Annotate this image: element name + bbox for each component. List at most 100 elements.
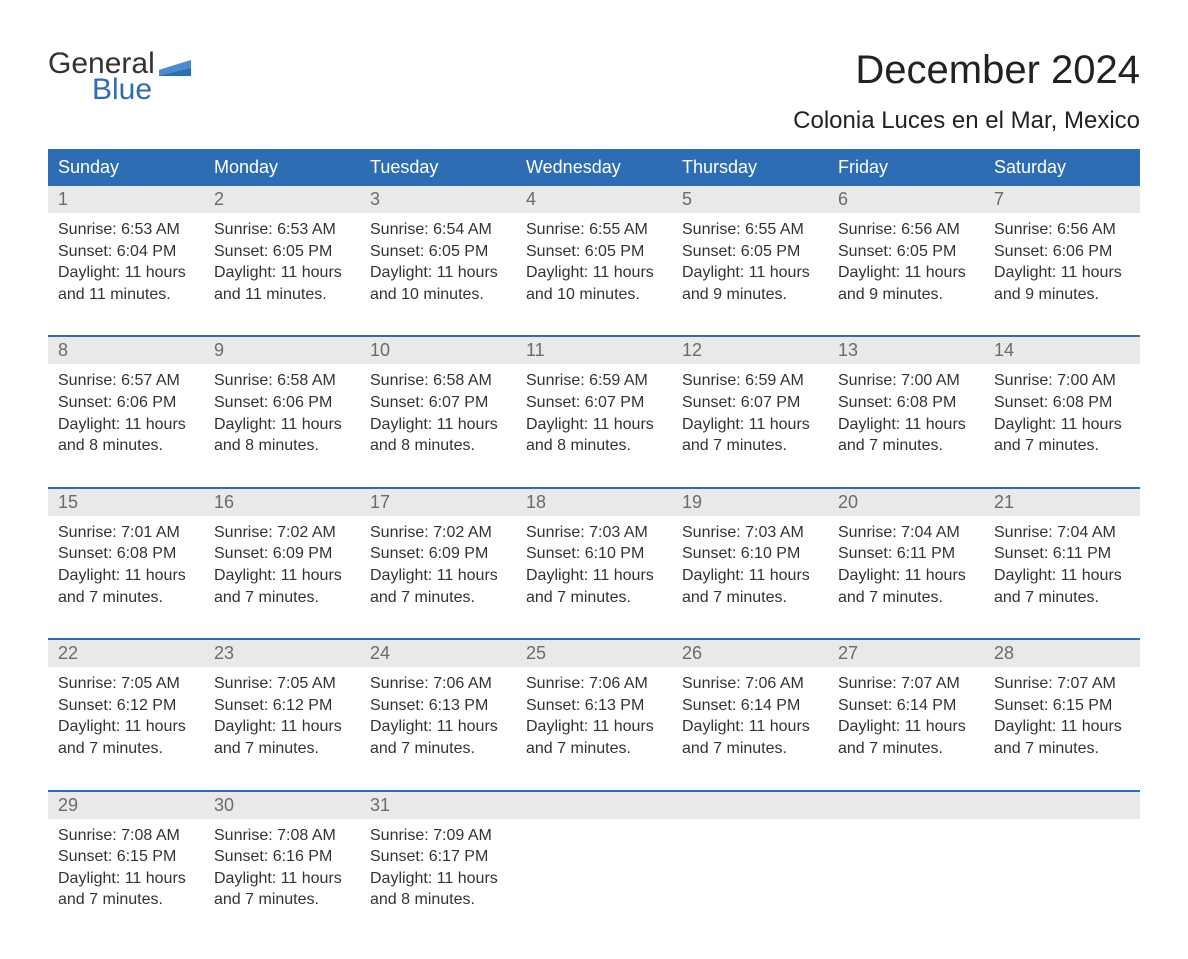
sunset-text: Sunset: 6:08 PM — [994, 392, 1130, 414]
sunset-text: Sunset: 6:09 PM — [214, 543, 350, 565]
sunset-text: Sunset: 6:09 PM — [370, 543, 506, 565]
daylight-text: and 7 minutes. — [682, 587, 818, 609]
day-cell: Sunrise: 6:56 AMSunset: 6:06 PMDaylight:… — [984, 213, 1140, 323]
day-number: 28 — [984, 640, 1140, 667]
day-cell: Sunrise: 7:04 AMSunset: 6:11 PMDaylight:… — [984, 516, 1140, 626]
daybody-row: Sunrise: 7:08 AMSunset: 6:15 PMDaylight:… — [48, 819, 1140, 929]
title-block: December 2024 Colonia Luces en el Mar, M… — [793, 48, 1140, 135]
sunrise-text: Sunrise: 6:58 AM — [214, 370, 350, 392]
sunset-text: Sunset: 6:12 PM — [58, 695, 194, 717]
daylight-text: and 7 minutes. — [58, 738, 194, 760]
day-number: 13 — [828, 337, 984, 364]
day-cell: Sunrise: 7:00 AMSunset: 6:08 PMDaylight:… — [984, 364, 1140, 474]
sunset-text: Sunset: 6:07 PM — [526, 392, 662, 414]
daylight-text: and 9 minutes. — [838, 284, 974, 306]
sunset-text: Sunset: 6:08 PM — [838, 392, 974, 414]
sunset-text: Sunset: 6:04 PM — [58, 241, 194, 263]
daylight-text: and 7 minutes. — [838, 435, 974, 457]
day-number: 8 — [48, 337, 204, 364]
day-cell: Sunrise: 7:03 AMSunset: 6:10 PMDaylight:… — [516, 516, 672, 626]
daylight-text: and 7 minutes. — [682, 435, 818, 457]
sunset-text: Sunset: 6:07 PM — [682, 392, 818, 414]
weekday-header: SundayMondayTuesdayWednesdayThursdayFrid… — [48, 149, 1140, 186]
sunset-text: Sunset: 6:08 PM — [58, 543, 194, 565]
sunset-text: Sunset: 6:06 PM — [58, 392, 194, 414]
daylight-text: Daylight: 11 hours — [994, 565, 1130, 587]
daylight-text: Daylight: 11 hours — [214, 565, 350, 587]
day-cell: Sunrise: 7:05 AMSunset: 6:12 PMDaylight:… — [48, 667, 204, 777]
day-cell: Sunrise: 6:58 AMSunset: 6:07 PMDaylight:… — [360, 364, 516, 474]
daylight-text: and 9 minutes. — [994, 284, 1130, 306]
sunrise-text: Sunrise: 7:06 AM — [682, 673, 818, 695]
day-cell: Sunrise: 7:07 AMSunset: 6:15 PMDaylight:… — [984, 667, 1140, 777]
daylight-text: Daylight: 11 hours — [994, 716, 1130, 738]
sunset-text: Sunset: 6:11 PM — [994, 543, 1130, 565]
daylight-text: Daylight: 11 hours — [994, 262, 1130, 284]
sunrise-text: Sunrise: 6:57 AM — [58, 370, 194, 392]
location-title: Colonia Luces en el Mar, Mexico — [793, 107, 1140, 135]
daylight-text: Daylight: 11 hours — [370, 716, 506, 738]
day-cell: Sunrise: 6:53 AMSunset: 6:04 PMDaylight:… — [48, 213, 204, 323]
page-header: General Blue December 2024 Colonia Luces… — [48, 48, 1140, 135]
daybody-row: Sunrise: 7:05 AMSunset: 6:12 PMDaylight:… — [48, 667, 1140, 777]
daylight-text: Daylight: 11 hours — [526, 565, 662, 587]
sunrise-text: Sunrise: 7:08 AM — [214, 825, 350, 847]
sunrise-text: Sunrise: 7:07 AM — [994, 673, 1130, 695]
sunrise-text: Sunrise: 7:03 AM — [682, 522, 818, 544]
daylight-text: Daylight: 11 hours — [838, 414, 974, 436]
daylight-text: Daylight: 11 hours — [838, 716, 974, 738]
sunset-text: Sunset: 6:17 PM — [370, 846, 506, 868]
weekday-header-cell: Wednesday — [516, 149, 672, 186]
daylight-text: and 10 minutes. — [526, 284, 662, 306]
day-number: 14 — [984, 337, 1140, 364]
sunrise-text: Sunrise: 7:06 AM — [526, 673, 662, 695]
daylight-text: and 7 minutes. — [994, 587, 1130, 609]
daylight-text: Daylight: 11 hours — [58, 262, 194, 284]
daylight-text: and 7 minutes. — [838, 738, 974, 760]
daylight-text: and 7 minutes. — [370, 587, 506, 609]
weekday-header-cell: Monday — [204, 149, 360, 186]
day-cell: Sunrise: 6:57 AMSunset: 6:06 PMDaylight:… — [48, 364, 204, 474]
daylight-text: Daylight: 11 hours — [58, 716, 194, 738]
daybody-row: Sunrise: 7:01 AMSunset: 6:08 PMDaylight:… — [48, 516, 1140, 626]
day-number — [516, 792, 672, 819]
day-cell: Sunrise: 6:53 AMSunset: 6:05 PMDaylight:… — [204, 213, 360, 323]
day-cell: Sunrise: 7:06 AMSunset: 6:14 PMDaylight:… — [672, 667, 828, 777]
sunset-text: Sunset: 6:10 PM — [526, 543, 662, 565]
weekday-header-cell: Sunday — [48, 149, 204, 186]
daylight-text: and 8 minutes. — [370, 889, 506, 911]
day-number: 25 — [516, 640, 672, 667]
day-number: 19 — [672, 489, 828, 516]
sunrise-text: Sunrise: 7:05 AM — [214, 673, 350, 695]
daynum-row: 293031 — [48, 792, 1140, 819]
daybody-row: Sunrise: 6:57 AMSunset: 6:06 PMDaylight:… — [48, 364, 1140, 474]
daylight-text: Daylight: 11 hours — [682, 414, 818, 436]
sunset-text: Sunset: 6:16 PM — [214, 846, 350, 868]
day-cell: Sunrise: 6:58 AMSunset: 6:06 PMDaylight:… — [204, 364, 360, 474]
day-cell: Sunrise: 6:59 AMSunset: 6:07 PMDaylight:… — [516, 364, 672, 474]
daylight-text: Daylight: 11 hours — [214, 868, 350, 890]
day-number: 16 — [204, 489, 360, 516]
daylight-text: and 7 minutes. — [682, 738, 818, 760]
sunset-text: Sunset: 6:05 PM — [838, 241, 974, 263]
day-number: 27 — [828, 640, 984, 667]
day-number — [672, 792, 828, 819]
day-cell: Sunrise: 7:07 AMSunset: 6:14 PMDaylight:… — [828, 667, 984, 777]
daylight-text: Daylight: 11 hours — [682, 262, 818, 284]
sunset-text: Sunset: 6:06 PM — [214, 392, 350, 414]
day-cell: Sunrise: 6:56 AMSunset: 6:05 PMDaylight:… — [828, 213, 984, 323]
sunrise-text: Sunrise: 6:59 AM — [682, 370, 818, 392]
day-number: 26 — [672, 640, 828, 667]
sunrise-text: Sunrise: 6:56 AM — [838, 219, 974, 241]
sunrise-text: Sunrise: 6:58 AM — [370, 370, 506, 392]
page-title: December 2024 — [793, 48, 1140, 93]
day-number: 29 — [48, 792, 204, 819]
sunset-text: Sunset: 6:11 PM — [838, 543, 974, 565]
daylight-text: and 10 minutes. — [370, 284, 506, 306]
daynum-row: 891011121314 — [48, 337, 1140, 364]
sunrise-text: Sunrise: 6:59 AM — [526, 370, 662, 392]
day-cell: Sunrise: 7:00 AMSunset: 6:08 PMDaylight:… — [828, 364, 984, 474]
daylight-text: and 7 minutes. — [526, 587, 662, 609]
daylight-text: Daylight: 11 hours — [214, 716, 350, 738]
calendar: SundayMondayTuesdayWednesdayThursdayFrid… — [48, 149, 1140, 929]
